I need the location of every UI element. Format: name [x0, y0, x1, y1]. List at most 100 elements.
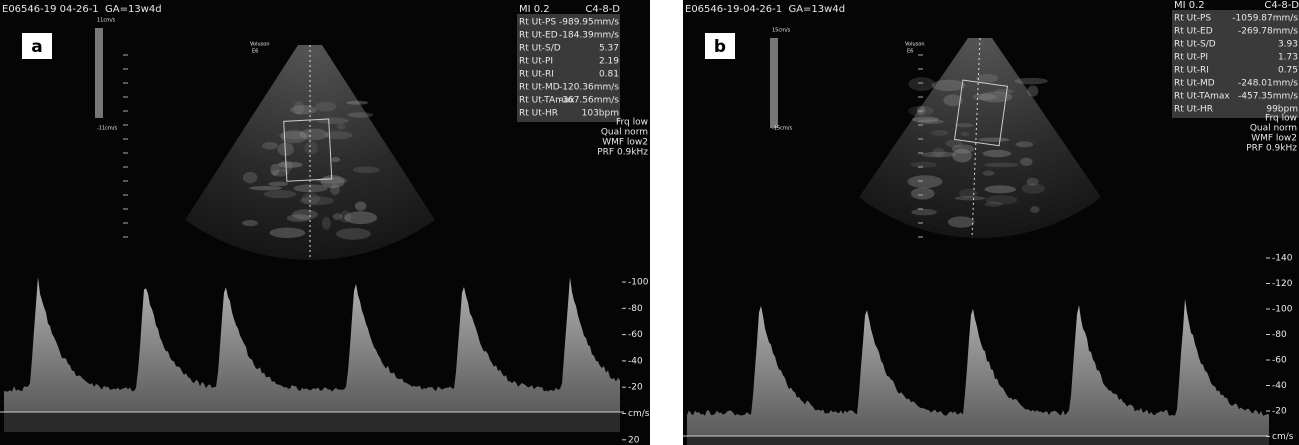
- measurement-name: Rt Ut-ED: [1174, 27, 1213, 37]
- tissue-echo: [320, 175, 345, 189]
- tissue-echo: [301, 192, 320, 205]
- color-bar: [770, 38, 778, 128]
- tissue-echo: [984, 162, 1019, 168]
- tissue-echo: [984, 185, 1016, 194]
- tissue-echo: [332, 213, 343, 221]
- tissue-echo: [978, 137, 1010, 142]
- tissue-echo: [293, 184, 328, 193]
- tissue-echo: [322, 216, 331, 230]
- tissue-echo: [270, 163, 280, 176]
- measurement-value: -248.01mm/s: [1238, 79, 1298, 89]
- tissue-echo: [982, 149, 1012, 158]
- measurement-value: -120.36mm/s: [559, 83, 619, 93]
- tissue-echo: [337, 123, 346, 130]
- measurement-value: 99bpm: [1266, 105, 1298, 115]
- tissue-echo: [1014, 77, 1048, 85]
- tissue-echo: [982, 170, 995, 176]
- tissue-echo: [315, 101, 337, 112]
- tissue-echo: [331, 157, 341, 163]
- measurement-name: Rt Ut-PI: [1174, 53, 1208, 63]
- tissue-echo: [947, 216, 975, 228]
- system-model: E6: [252, 49, 258, 55]
- measurement-name: Rt Ut-S/D: [1174, 40, 1216, 50]
- tissue-echo: [286, 214, 311, 222]
- measurement-name: Rt Ut-TAmax: [519, 96, 575, 106]
- system-model: E6: [907, 49, 913, 55]
- tissue-echo: [249, 185, 283, 191]
- tissue-echo: [263, 190, 297, 199]
- tissue-echo: [1030, 206, 1040, 213]
- ultrasound-sector: [858, 38, 1102, 238]
- tissue-echo: [304, 141, 318, 155]
- setting: Qual norm: [1250, 124, 1297, 134]
- tissue-echo: [299, 196, 335, 206]
- tissue-echo: [280, 129, 308, 144]
- tissue-echo: [1027, 85, 1039, 97]
- tissue-echo: [346, 100, 369, 105]
- tissue-echo: [268, 181, 289, 187]
- color-scale-top: 11cm/s: [97, 18, 116, 24]
- tissue-echo: [1015, 141, 1034, 148]
- tissue-echo: [907, 175, 943, 189]
- system-name: Voluson: [250, 42, 269, 48]
- tissue-echo: [959, 188, 978, 198]
- measurement-name: Rt Ut-TAmax: [1174, 92, 1230, 102]
- tissue-echo: [316, 117, 349, 124]
- measurement-value: 2.19: [599, 57, 619, 67]
- measurement-name: Rt Ut-HR: [1174, 105, 1213, 115]
- tissue-echo: [271, 169, 290, 177]
- measurement-name: Rt Ut-HR: [519, 109, 558, 119]
- color-scale-bottom: -11cm/s: [97, 126, 117, 132]
- tissue-echo: [336, 228, 371, 240]
- measurement-value: 1.73: [1278, 53, 1298, 63]
- measurement-value: -1059.87mm/s: [1232, 14, 1298, 24]
- scale-label: -40: [1272, 381, 1287, 391]
- measurement-value: -457.35mm/s: [1238, 92, 1298, 102]
- panel-label-box: [22, 33, 52, 59]
- tissue-echo: [960, 131, 970, 137]
- mechanical-index: MI 0.2: [1174, 0, 1205, 11]
- measurement-value: -269.78mm/s: [1238, 27, 1298, 37]
- panel-label: a: [31, 37, 42, 57]
- tissue-echo: [985, 195, 1018, 205]
- tissue-echo: [299, 128, 329, 141]
- doppler-cursor: [971, 37, 981, 239]
- scale-label: -20: [1272, 407, 1287, 417]
- tissue-echo: [912, 116, 939, 123]
- ultrasound-sector: [185, 45, 435, 260]
- tissue-echo: [241, 220, 259, 227]
- tissue-echo: [269, 227, 306, 238]
- tissue-echo: [347, 112, 374, 118]
- tissue-echo: [292, 209, 318, 220]
- tissue-echo: [951, 144, 975, 154]
- header: E06546-19 04-26-1 GA=13w4d: [2, 4, 162, 15]
- measurement-value: -367.56mm/s: [559, 96, 619, 106]
- mechanical-index: MI 0.2: [519, 4, 550, 15]
- tissue-echo: [920, 151, 957, 158]
- tissue-echo: [952, 148, 972, 163]
- probe: C4-8-D: [1264, 0, 1299, 11]
- doppler-lower: [4, 412, 620, 432]
- tissue-echo: [277, 142, 294, 156]
- color-scale-top: 15cm/s: [772, 28, 791, 34]
- setting: PRF 0.9kHz: [1246, 144, 1297, 154]
- doppler-waveform: [4, 276, 620, 412]
- header: E06546-19-04-26-1 GA=13w4d: [685, 4, 845, 15]
- tissue-echo: [908, 77, 936, 92]
- tissue-echo: [911, 208, 937, 216]
- scale-label: cm/s: [1272, 432, 1294, 442]
- tissue-echo: [975, 73, 999, 83]
- measurement-name: Rt Ut-PS: [519, 18, 556, 28]
- setting: PRF 0.9kHz: [597, 148, 648, 158]
- tissue-echo: [1026, 177, 1039, 186]
- tissue-echo: [954, 195, 986, 201]
- scale-label: -60: [628, 330, 643, 340]
- sample-gate: [283, 118, 333, 182]
- tissue-echo: [917, 119, 945, 125]
- tissue-echo: [354, 201, 367, 211]
- measurement-name: Rt Ut-ED: [519, 31, 558, 41]
- color-scale-bottom: -15cm/s: [772, 126, 792, 132]
- color-bar: [95, 28, 103, 118]
- measurement-name: Rt Ut-MD: [519, 83, 560, 93]
